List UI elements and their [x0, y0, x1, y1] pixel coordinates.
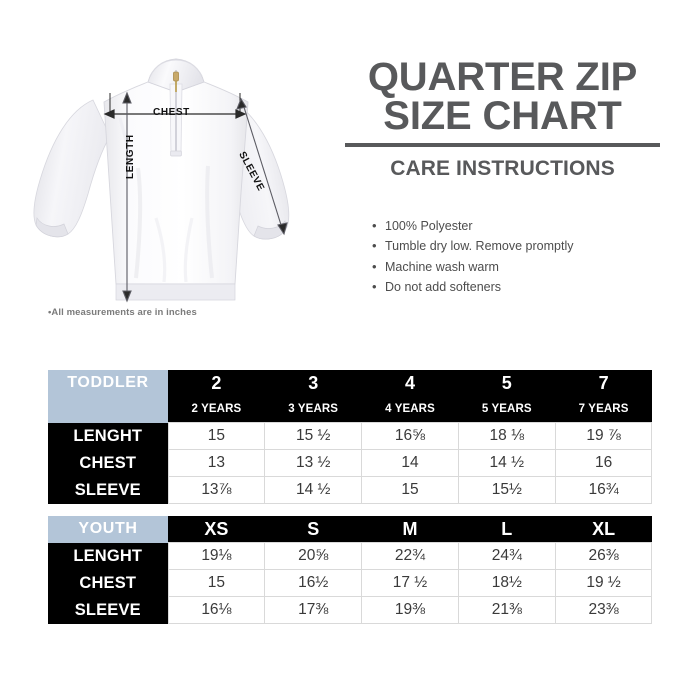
table-cell: 17⅜ [264, 596, 363, 624]
table-cell: 14 [361, 449, 459, 477]
table-row: CHEST 15 16½ 17 ½ 18½ 19 ½ [48, 569, 653, 597]
header-section: CHEST LENGTH SLEEVE •All measurements ar… [0, 0, 700, 345]
youth-size-header: L [458, 516, 556, 543]
toddler-age-header: 3 YEARS [264, 396, 362, 423]
table-cell: 22¾ [361, 542, 459, 570]
toddler-row-label: LENGHT [48, 422, 168, 450]
title-divider [345, 142, 660, 147]
youth-size-header: XS [168, 516, 265, 543]
toddler-age-header: 2 YEARS [168, 396, 265, 423]
table-row: YOUTH XS S M L XL [48, 516, 652, 543]
toddler-size-table: TODDLER 2 3 4 5 7 2 YEARS 3 YEARS 4 YEAR… [48, 370, 653, 504]
quarter-zip-pullover-svg [33, 58, 290, 303]
toddler-age-header: 7 YEARS [555, 396, 652, 423]
toddler-age-header: 4 YEARS [361, 396, 459, 423]
toddler-size-header: 4 [361, 370, 459, 396]
table-row: CHEST 13 13 ½ 14 14 ½ 16 [48, 449, 653, 477]
table-cell: 17 ½ [361, 569, 459, 597]
table-cell: 16½ [264, 569, 363, 597]
table-cell: 16¾ [554, 476, 653, 504]
toddler-size-header: 5 [458, 370, 556, 396]
table-cell: 21⅜ [457, 596, 556, 624]
table-cell: 26⅜ [554, 542, 653, 570]
care-instructions-list: 100% Polyester Tumble dry low. Remove pr… [372, 215, 574, 297]
table-cell: 19 ½ [554, 569, 653, 597]
table-cell: 19⅛ [167, 542, 266, 570]
sleeve-measure-arrow [236, 97, 288, 236]
table-cell: 14 ½ [264, 476, 363, 504]
garment-illustration: CHEST LENGTH SLEEVE [30, 48, 320, 338]
toddler-size-header: 2 [168, 370, 265, 396]
table-cell: 15½ [457, 476, 556, 504]
title-line-2: SIZE CHART [383, 93, 622, 138]
table-cell: 16⅛ [167, 596, 266, 624]
table-cell: 16⅝ [361, 422, 459, 450]
zipper-pull-icon [173, 71, 179, 82]
table-cell: 15 [361, 476, 459, 504]
youth-size-header: M [361, 516, 459, 543]
table-row: 2 YEARS 3 YEARS 4 YEARS 5 YEARS 7 YEARS [48, 396, 652, 423]
length-measure-arrow [122, 91, 132, 303]
table-cell: 18 ⅛ [457, 422, 556, 450]
youth-row-label: CHEST [48, 569, 168, 597]
table-cell: 19⅜ [361, 596, 459, 624]
table-row: TODDLER 2 3 4 5 7 [48, 370, 652, 396]
toddler-size-header: 3 [264, 370, 362, 396]
table-cell: 16 [554, 449, 653, 477]
table-cell: 23⅜ [554, 596, 653, 624]
list-item: Machine wash warm [372, 255, 574, 276]
measurements-footnote: •All measurements are in inches [48, 307, 197, 318]
table-row: LENGHT 15 15 ½ 16⅝ 18 ⅛ 19 ⅞ [48, 422, 653, 450]
table-cell: 20⅝ [264, 542, 363, 570]
toddler-size-header: 7 [555, 370, 652, 396]
care-instructions-heading: CARE INSTRUCTIONS [390, 156, 615, 180]
table-cell: 15 ½ [264, 422, 363, 450]
table-row: LENGHT 19⅛ 20⅝ 22¾ 24¾ 26⅜ [48, 542, 653, 570]
toddler-row-label: CHEST [48, 449, 168, 477]
list-item: Tumble dry low. Remove promptly [372, 235, 574, 256]
length-label: LENGTH [125, 134, 136, 179]
chest-measure-arrow [103, 93, 247, 119]
youth-row-label: SLEEVE [48, 596, 168, 624]
table-row: SLEEVE 16⅛ 17⅜ 19⅜ 21⅜ 23⅜ [48, 596, 653, 624]
toddler-age-header: 5 YEARS [458, 396, 556, 423]
title-block: QUARTER ZIP SIZE CHART CARE INSTRUCTIONS [345, 55, 660, 181]
youth-size-header: S [264, 516, 362, 543]
title-line-1: QUARTER ZIP [367, 55, 638, 99]
table-cell: 14 ½ [457, 449, 556, 477]
table-cell: 18½ [457, 569, 556, 597]
table-cell: 19 ⅞ [554, 422, 653, 450]
table-cell: 13⅞ [167, 476, 266, 504]
chest-label: CHEST [153, 107, 190, 118]
youth-category-cell: YOUTH [48, 516, 168, 543]
table-cell: 13 [167, 449, 266, 477]
table-row: SLEEVE 13⅞ 14 ½ 15 15½ 16¾ [48, 476, 653, 504]
table-cell: 15 [167, 569, 266, 597]
youth-size-table: YOUTH XS S M L XL LENGHT 19⅛ 20⅝ 22¾ 24¾… [48, 516, 653, 624]
table-cell: 13 ½ [264, 449, 363, 477]
page-title: QUARTER ZIP SIZE CHART [345, 55, 660, 138]
table-spacer [48, 504, 652, 516]
youth-size-header: XL [555, 516, 652, 543]
table-cell: 24¾ [457, 542, 556, 570]
youth-row-label: LENGHT [48, 542, 168, 570]
toddler-row-label: SLEEVE [48, 476, 168, 504]
size-tables: TODDLER 2 3 4 5 7 2 YEARS 3 YEARS 4 YEAR… [48, 370, 653, 624]
table-cell: 15 [167, 422, 266, 450]
list-item: Do not add softeners [372, 276, 574, 297]
list-item: 100% Polyester [372, 215, 574, 236]
toddler-blank-cell [48, 396, 168, 423]
toddler-category-cell: TODDLER [48, 370, 168, 396]
